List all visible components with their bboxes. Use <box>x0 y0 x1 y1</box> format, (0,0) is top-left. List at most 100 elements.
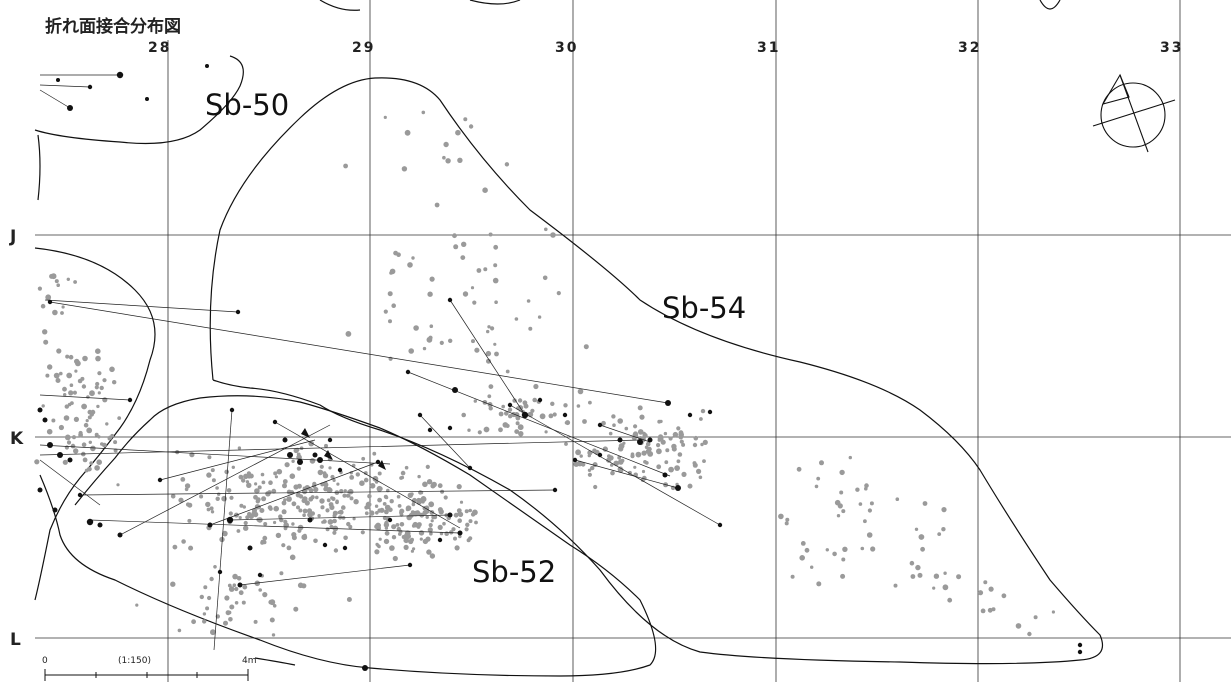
artifact-dot <box>548 413 554 419</box>
artifact-dot <box>577 460 583 467</box>
artifact-dot <box>374 524 380 530</box>
artifact-dot <box>490 326 495 331</box>
artifact-dot <box>587 472 593 477</box>
artifact-dot <box>410 549 414 553</box>
artifact-dot <box>239 503 244 508</box>
artifact-dot <box>241 600 246 605</box>
artifact-dot <box>236 529 241 533</box>
artifact-dot <box>284 462 290 468</box>
artifact-dot <box>987 607 993 613</box>
artifact-dot <box>427 291 433 297</box>
area-label-sb54: Sb-54 <box>662 291 746 325</box>
artifact-dot <box>660 439 666 445</box>
artifact-dot <box>377 471 382 476</box>
artifact-dot <box>206 472 212 478</box>
artifact-dot <box>68 354 74 360</box>
artifact-dot <box>439 340 444 345</box>
artifact-dot <box>698 475 703 480</box>
artifact-dot <box>286 496 292 502</box>
artifact-dot-joined <box>427 427 433 433</box>
artifact-dot <box>421 110 426 115</box>
artifact-dot <box>61 305 65 309</box>
artifact-dot <box>937 532 942 536</box>
artifact-dot <box>790 574 795 579</box>
artifact-dot <box>563 403 568 408</box>
artifact-dot <box>417 474 421 479</box>
artifact-dot <box>95 348 101 355</box>
artifact-dot <box>482 187 488 193</box>
artifact-dot <box>416 499 422 505</box>
artifact-dot <box>100 442 104 446</box>
artifact-dot <box>225 610 231 616</box>
artifact-dot <box>279 571 284 576</box>
artifact-dot <box>86 427 93 434</box>
artifact-dot <box>272 604 277 608</box>
artifact-dot <box>82 457 88 463</box>
artifact-dot <box>320 505 325 510</box>
artifact-dot <box>308 488 314 493</box>
artifact-dot <box>37 286 43 291</box>
artifact-dot <box>474 520 478 525</box>
artifact-dot <box>293 606 299 612</box>
artifact-dot-joined <box>437 537 443 543</box>
artifact-dot <box>215 496 220 501</box>
artifact-dot-joined <box>447 297 453 303</box>
artifact-dot <box>383 494 388 499</box>
artifact-dot <box>383 522 390 528</box>
artifact-dot <box>89 390 95 397</box>
artifact-dot-joined <box>205 64 209 68</box>
row-label-J: J <box>9 227 16 247</box>
artifact-dot <box>498 411 504 417</box>
artifact-dot <box>391 524 397 530</box>
artifact-dot <box>80 376 85 381</box>
artifact-dot <box>302 508 308 514</box>
artifact-dot <box>260 540 265 545</box>
artifact-dot <box>488 232 493 237</box>
artifact-dot-joined <box>229 407 235 413</box>
artifact-dot <box>664 460 669 465</box>
artifact-dot <box>261 480 266 485</box>
artifact-dot <box>317 469 324 476</box>
top-fragment-3 <box>1039 0 1061 10</box>
artifact-dot <box>338 509 344 515</box>
artifact-dot <box>914 527 919 531</box>
artifact-dot <box>209 506 214 511</box>
artifact-dot <box>273 471 278 476</box>
artifact-dot <box>796 466 802 472</box>
artifact-dot <box>206 507 211 512</box>
artifact-dot <box>74 369 78 373</box>
refit-line <box>159 439 316 481</box>
artifact-dot-joined <box>572 457 578 463</box>
artifact-dot <box>836 514 841 518</box>
artifact-dot <box>539 413 546 420</box>
artifact-dot <box>439 509 443 513</box>
sb52-contour <box>39 395 657 677</box>
artifact-dot <box>778 513 784 520</box>
artifact-dot <box>281 543 286 548</box>
artifact-dot <box>281 500 287 506</box>
artifact-dot <box>313 486 319 493</box>
artifact-dot <box>389 545 395 551</box>
artifact-dot <box>110 433 115 438</box>
artifact-dot <box>303 533 307 538</box>
artifact-dot <box>66 440 72 445</box>
artifact-dot <box>542 275 548 281</box>
artifact-dot <box>700 442 704 447</box>
artifact-dot <box>483 267 488 272</box>
artifact-dot <box>532 397 537 403</box>
artifact-dot <box>66 277 71 281</box>
top-fragment-2 <box>469 0 521 5</box>
artifact-dot <box>419 537 423 541</box>
refit-line <box>79 489 556 496</box>
artifact-dot <box>785 517 790 522</box>
artifact-dot <box>291 522 295 526</box>
artifact-dot <box>215 486 219 490</box>
artifact-dot <box>866 532 873 538</box>
artifact-dot <box>493 342 497 346</box>
artifact-dot-joined <box>452 387 458 393</box>
artifact-dot <box>349 475 355 480</box>
column-label-32: 32 <box>958 40 981 56</box>
artifact-dot <box>317 514 321 518</box>
artifact-dot <box>328 466 332 470</box>
